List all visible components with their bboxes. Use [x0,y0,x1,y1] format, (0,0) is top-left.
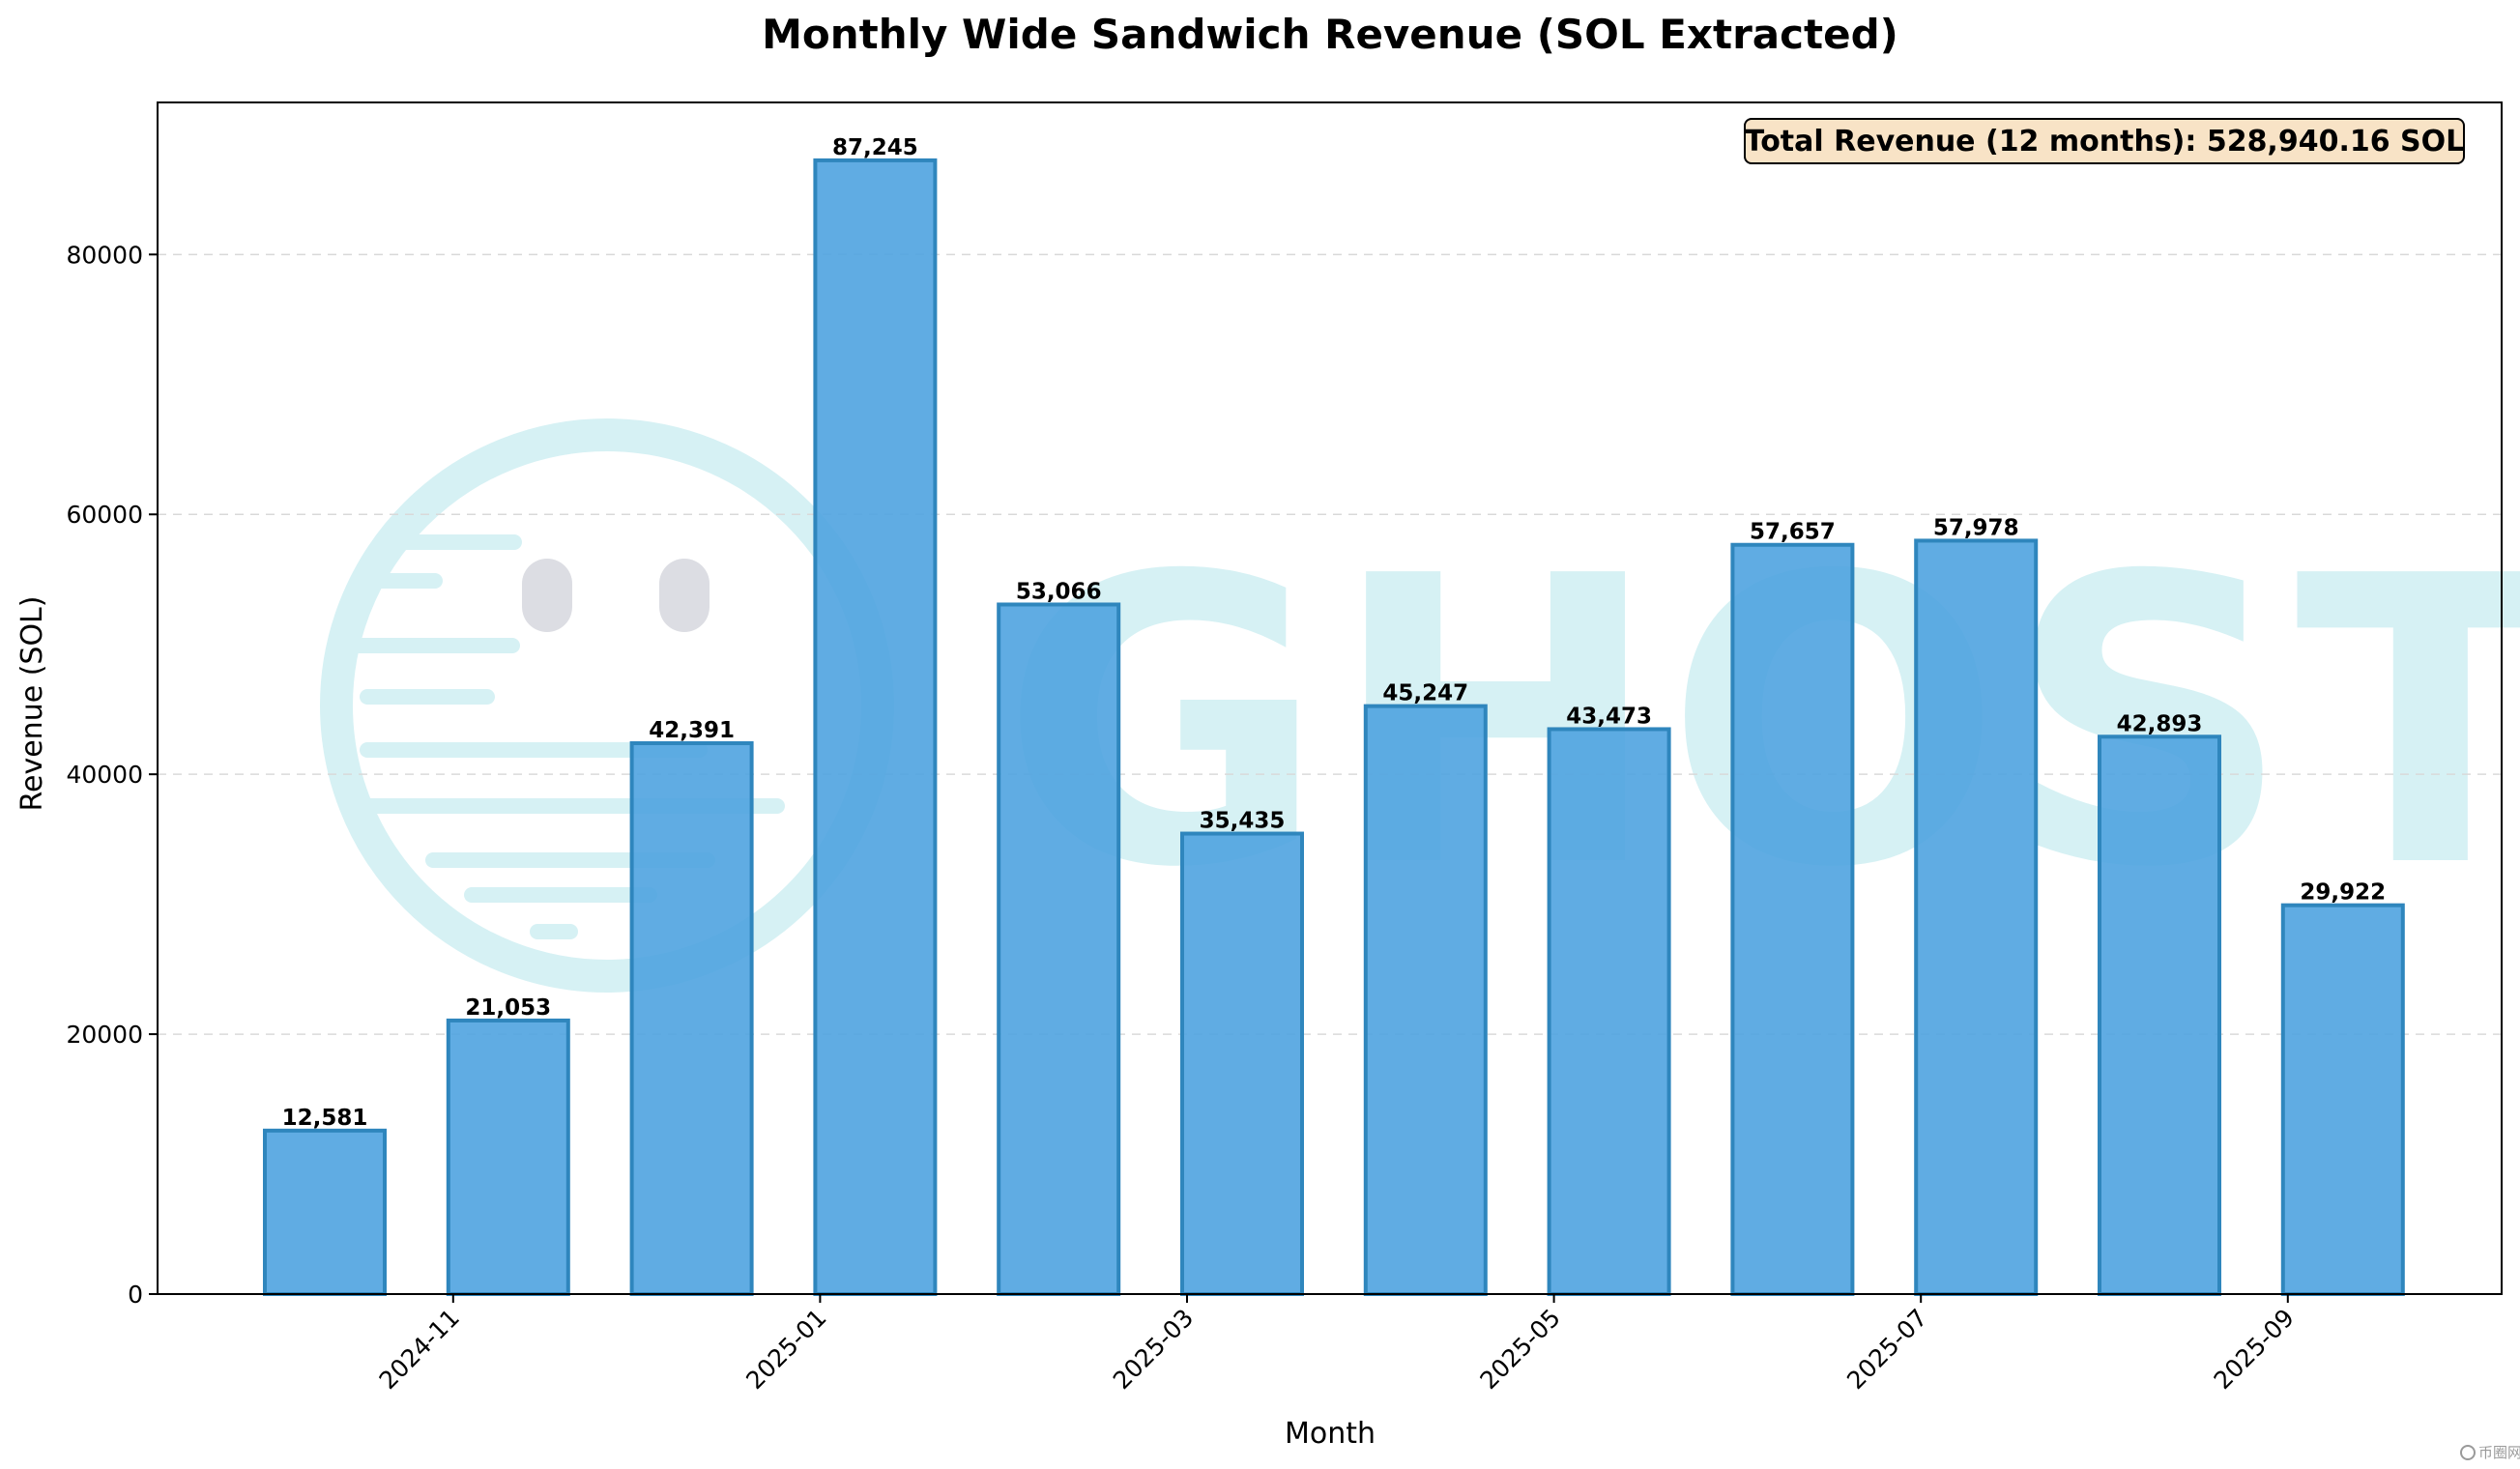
y-tick-label: 20000 [66,1021,143,1049]
chart-title: Monthly Wide Sandwich Revenue (SOL Extra… [762,11,1898,58]
bar-value-label: 42,391 [649,718,735,743]
corner-mark-icon [2460,1445,2476,1460]
bar-value-label: 57,657 [1750,520,1836,545]
bar-value-label: 35,435 [1200,809,1286,834]
bar-value-label: 42,893 [2117,711,2203,736]
bar-2025-04 [1363,704,1488,1296]
total-revenue-text: Total Revenue (12 months): 528,940.16 SO… [1745,125,2465,158]
bar-2025-01 [813,158,938,1297]
total-revenue-annotation: Total Revenue (12 months): 528,940.16 SO… [1744,118,2465,164]
bar-2025-08 [2098,734,2221,1296]
bar-value-labels: 12,581 21,053 42,391 87,245 53,066 35,435 45,2… [282,135,2387,1131]
bar-series [263,158,2405,1297]
bar-2025-03 [1180,831,1304,1296]
watermark-ghost-eye-left [522,559,572,632]
corner-watermark: 币圈网 [2460,1444,2520,1461]
bar-value-label: 21,053 [465,995,551,1021]
corner-mark-text: 币圈网 [2478,1444,2520,1461]
bar-2025-05 [1547,727,1671,1296]
y-tick-label: 60000 [66,501,143,529]
bar-2024-11 [446,1018,570,1296]
x-axis-label: Month [1285,1417,1376,1451]
y-tick-label: 0 [128,1281,143,1309]
bar-value-label: 45,247 [1382,681,1468,706]
y-axis-label: Revenue (SOL) [15,596,49,812]
bar-value-label: 57,978 [1933,515,2019,540]
bar-value-label: 43,473 [1566,704,1652,729]
watermark-ghost-eye-right [659,559,710,632]
y-axis-ticks: 0 20000 40000 60000 80000 [66,241,158,1309]
bar-2025-09 [2280,903,2405,1296]
bar-2024-12 [629,741,754,1296]
bar-value-label: 53,066 [1016,579,1102,604]
bar-value-label: 87,245 [832,135,918,160]
bar-2024-10 [263,1128,387,1296]
bar-value-label: 12,581 [282,1106,368,1131]
bar-2025-07 [1914,538,2039,1296]
plot-frame [157,101,2503,1295]
total-revenue-box [1744,118,2465,164]
bar-2025-06 [1730,542,1855,1296]
bar-value-label: 29,922 [2300,880,2386,906]
bar-2025-02 [997,602,1121,1296]
y-tick-label: 40000 [66,761,143,789]
y-tick-label: 80000 [66,241,143,269]
